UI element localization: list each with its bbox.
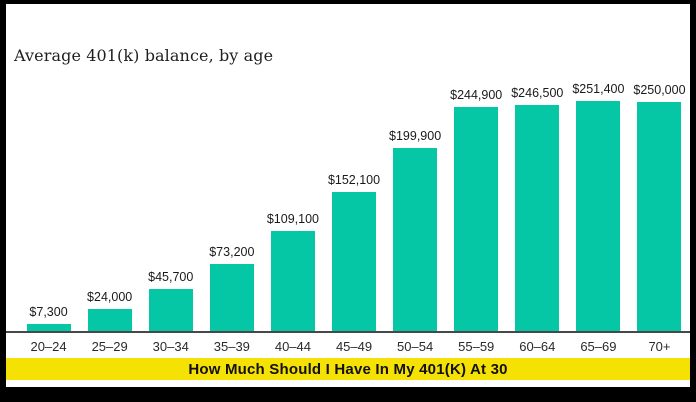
- x-labels-row: 20–24 25–29 30–34 35–39 40–44 45–49 50–54 55–59…: [6, 339, 690, 354]
- bar-column: $7,300: [18, 305, 79, 331]
- bar: [26, 324, 71, 331]
- bar: [270, 231, 315, 331]
- bar: [637, 102, 682, 331]
- bar-value-label: $7,300: [29, 305, 68, 319]
- bar-column: $109,100: [262, 212, 323, 331]
- bar-column: $152,100: [323, 173, 384, 331]
- chart-title: Average 401(k) balance, by age: [14, 46, 274, 65]
- bar-value-label: $73,200: [209, 245, 255, 259]
- bar-column: $251,400: [568, 82, 629, 331]
- bar-value-label: $199,900: [389, 129, 442, 143]
- bar-column: $45,700: [140, 270, 201, 331]
- bar: [148, 289, 193, 331]
- x-axis-label: 50–54: [397, 339, 434, 354]
- x-axis-label: 55–59: [458, 339, 495, 354]
- bar-column: $24,000: [79, 290, 140, 331]
- bar: [332, 192, 376, 331]
- caption-banner: How Much Should I Have In My 401(K) At 3…: [6, 358, 690, 380]
- bar-column: $244,900: [446, 88, 507, 331]
- x-axis-label: 40–44: [274, 339, 311, 354]
- x-axis-label: 20–24: [30, 339, 67, 354]
- bar-value-label: $246,500: [511, 86, 564, 100]
- bar-value-label: $250,000: [633, 83, 686, 97]
- bars-row: $7,300 $24,000 $45,700 $73,200 $109,100 $152,…: [6, 82, 690, 331]
- x-axis-label: 65–69: [580, 339, 617, 354]
- chart-canvas: Average 401(k) balance, by age $7,300 $24…: [6, 4, 690, 387]
- bar-value-label: $45,700: [148, 270, 194, 284]
- bar-column: $246,500: [507, 86, 568, 331]
- x-axis-label: 25–29: [91, 339, 128, 354]
- x-axis-label: 70+: [648, 339, 671, 354]
- x-axis-line: [6, 331, 690, 333]
- bar: [209, 264, 254, 331]
- bar: [576, 101, 621, 331]
- x-axis-label: 30–34: [152, 339, 189, 354]
- bar-value-label: $251,400: [572, 82, 625, 96]
- bar-value-label: $24,000: [87, 290, 133, 304]
- bar-value-label: $244,900: [450, 88, 503, 102]
- bar: [393, 148, 438, 331]
- x-axis-label: 45–49: [335, 339, 373, 354]
- bar-column: $73,200: [201, 245, 262, 331]
- bar-column: $250,000: [629, 83, 690, 331]
- x-axis-label: 60–64: [519, 339, 556, 354]
- bar-value-label: $152,100: [327, 173, 381, 187]
- caption-text: How Much Should I Have In My 401(K) At 3…: [188, 360, 508, 378]
- x-axis-label: 35–39: [213, 339, 250, 354]
- bar-column: $199,900: [385, 129, 446, 331]
- bar: [515, 105, 560, 331]
- bar: [87, 309, 132, 331]
- bar-value-label: $109,100: [266, 212, 319, 226]
- bar: [454, 107, 499, 331]
